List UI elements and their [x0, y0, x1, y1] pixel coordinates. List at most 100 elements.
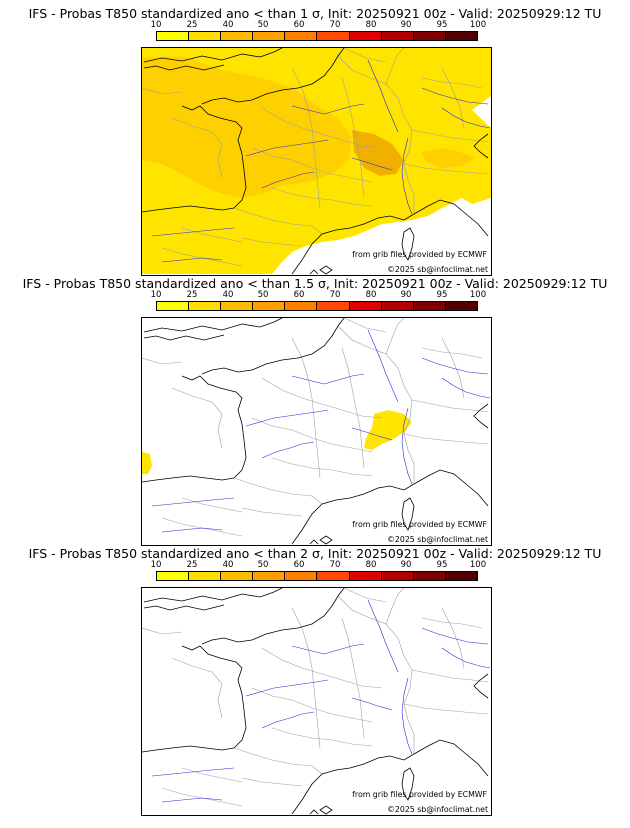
- admin-border: [271, 187, 373, 207]
- legend-color-swatch: [157, 302, 190, 310]
- admin-border: [241, 777, 303, 787]
- admin-border: [171, 117, 223, 179]
- coastline: [309, 269, 319, 275]
- admin-border: [291, 337, 321, 479]
- admin-border: [411, 669, 489, 683]
- legend-tick: 90: [400, 20, 412, 30]
- coastline: [143, 334, 225, 341]
- river: [351, 427, 393, 441]
- coastline: [413, 739, 489, 777]
- copyright: ©2025 sb@infoclimat.net: [386, 265, 489, 274]
- probability-area-25pct: [422, 148, 476, 168]
- legend-color-swatch: [253, 302, 286, 310]
- coastline: [413, 469, 489, 507]
- coastline: [413, 199, 489, 237]
- admin-border: [385, 48, 405, 85]
- admin-border: [261, 647, 383, 689]
- coastline: [142, 475, 235, 483]
- legend-color-swatch: [189, 302, 222, 310]
- coastline: [143, 48, 283, 63]
- admin-border: [337, 325, 413, 401]
- legend-color-swatch: [413, 32, 446, 40]
- river: [367, 59, 399, 133]
- legend-color-swatch: [349, 572, 382, 580]
- color-legend: 10 25 40 50 60 70 80 90 95 100: [150, 290, 492, 314]
- admin-borders-layer: [142, 48, 489, 267]
- map-panel-2: IFS - Probas T850 standardized ano < tha…: [0, 270, 630, 546]
- legend-tick: 50: [257, 290, 269, 300]
- admin-border: [341, 617, 365, 739]
- legend-color-swatch: [445, 572, 477, 580]
- coastline: [401, 227, 415, 261]
- river: [151, 497, 235, 507]
- river: [351, 157, 393, 171]
- legend-tick: 40: [222, 290, 234, 300]
- legend-color-swatch: [221, 302, 254, 310]
- legend-color-swatch: [285, 32, 318, 40]
- coastline: [319, 265, 333, 275]
- coastline: [181, 105, 243, 129]
- legend-color-bar: [156, 31, 478, 41]
- coastline: [319, 535, 333, 545]
- admin-border: [142, 627, 183, 635]
- admin-border: [181, 767, 243, 783]
- legend-color-swatch: [253, 572, 286, 580]
- legend-tick: 60: [293, 290, 305, 300]
- admin-border: [411, 129, 489, 143]
- river: [441, 377, 491, 399]
- admin-border: [403, 163, 489, 175]
- admin-border: [403, 703, 489, 715]
- admin-border: [441, 337, 465, 399]
- admin-border: [261, 377, 383, 419]
- map-frame: from grib files provided by ECMWF ©2025 …: [141, 47, 492, 276]
- admin-borders-layer: [142, 588, 489, 807]
- legend-tick: 10: [150, 290, 162, 300]
- legend-tick: 100: [469, 20, 487, 30]
- legend-tick: 60: [293, 20, 305, 30]
- river: [401, 137, 413, 215]
- legend-tick: 25: [186, 20, 198, 30]
- admin-border: [343, 588, 387, 603]
- legend-color-swatch: [157, 32, 190, 40]
- europe-map: [142, 318, 491, 545]
- admin-border: [343, 48, 387, 63]
- river: [421, 87, 489, 105]
- coastline-layer: [142, 318, 489, 545]
- legend-color-swatch: [381, 572, 414, 580]
- legend-tick: 100: [469, 290, 487, 300]
- legend-tick: 10: [150, 20, 162, 30]
- admin-border: [181, 497, 243, 513]
- admin-border: [171, 387, 223, 449]
- admin-border: [271, 457, 373, 477]
- legend-color-swatch: [189, 32, 222, 40]
- river: [441, 647, 491, 669]
- coastline: [291, 753, 415, 815]
- river: [401, 677, 413, 755]
- river: [401, 407, 413, 485]
- color-legend: 10 25 40 50 60 70 80 90 95 100: [150, 20, 492, 44]
- legend-color-swatch: [381, 302, 414, 310]
- river: [291, 103, 365, 115]
- copyright: ©2025 sb@infoclimat.net: [386, 805, 489, 814]
- legend-color-swatch: [317, 302, 350, 310]
- rivers-layer: [151, 599, 491, 803]
- coastline: [309, 539, 319, 545]
- coastline: [142, 745, 235, 753]
- legend-color-swatch: [413, 572, 446, 580]
- admin-border: [403, 669, 415, 754]
- coastline: [401, 497, 415, 531]
- admin-border: [341, 77, 365, 199]
- probability-area-25pct: [142, 56, 352, 198]
- coastline: [181, 645, 243, 669]
- panel-title: IFS - Probas T850 standardized ano < tha…: [22, 276, 608, 291]
- europe-map: [142, 48, 491, 275]
- legend-tick: 40: [222, 560, 234, 570]
- legend-tick: 80: [365, 20, 377, 30]
- map-frame: from grib files provided by ECMWF ©2025 …: [141, 587, 492, 816]
- admin-border: [181, 227, 243, 243]
- river: [351, 697, 393, 711]
- europe-map: [142, 588, 491, 815]
- river: [245, 409, 329, 427]
- data-credit: from grib files provided by ECMWF: [352, 520, 487, 529]
- legend-color-swatch: [221, 572, 254, 580]
